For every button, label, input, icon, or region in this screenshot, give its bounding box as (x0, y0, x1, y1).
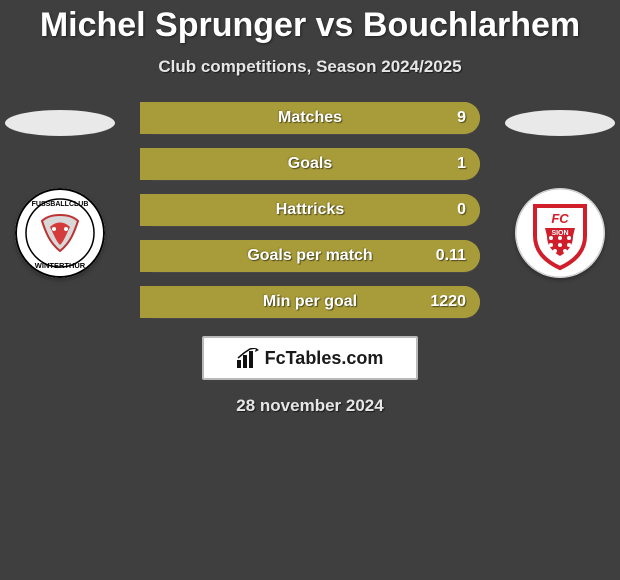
page-subtitle: Club competitions, Season 2024/2025 (158, 57, 461, 77)
brand-badge[interactable]: FcTables.com (202, 336, 418, 380)
player-right-column: FC SION (500, 102, 620, 278)
stat-label: Matches (278, 109, 342, 127)
bar-chart-icon (237, 348, 259, 368)
stat-value-right: 1220 (430, 293, 466, 311)
stat-value-right: 1 (457, 155, 466, 173)
stat-value-right: 9 (457, 109, 466, 127)
club-badge-right: FC SION (515, 188, 605, 278)
player-left-avatar-placeholder (5, 110, 115, 136)
page-title: Michel Sprunger vs Bouchlarhem (40, 6, 580, 45)
stat-label: Min per goal (263, 293, 357, 311)
stat-label: Goals per match (247, 247, 372, 265)
player-left-column: FUSSBALLCLUB WINTERTHUR (0, 102, 120, 278)
svg-text:WINTERTHUR: WINTERTHUR (35, 261, 86, 270)
stat-bar: Hattricks 0 (140, 194, 480, 226)
stat-bar: Goals per match 0.11 (140, 240, 480, 272)
stat-label: Hattricks (276, 201, 344, 219)
stat-bar: Matches 9 (140, 102, 480, 134)
stat-value-right: 0 (457, 201, 466, 219)
sion-crest-icon: FC SION (515, 188, 605, 278)
winterthur-crest-icon: FUSSBALLCLUB WINTERTHUR (15, 188, 105, 278)
brand-text: FcTables.com (265, 348, 384, 369)
date-line: 28 november 2024 (236, 396, 383, 416)
comparison-card: Michel Sprunger vs Bouchlarhem Club comp… (0, 0, 620, 580)
svg-text:SION: SION (551, 230, 568, 237)
svg-text:FC: FC (551, 211, 569, 226)
stats-column: Matches 9 Goals 1 Hattricks 0 Goals per match 0… (120, 102, 500, 318)
player-right-avatar-placeholder (505, 110, 615, 136)
club-badge-left: FUSSBALLCLUB WINTERTHUR (15, 188, 105, 278)
stat-value-right: 0.11 (436, 247, 466, 265)
stat-bar: Goals 1 (140, 148, 480, 180)
body-row: FUSSBALLCLUB WINTERTHUR Matches 9 Goals 1 Ha… (0, 102, 620, 318)
stat-label: Goals (288, 155, 332, 173)
stat-bar: Min per goal 1220 (140, 286, 480, 318)
svg-text:FUSSBALLCLUB: FUSSBALLCLUB (32, 201, 89, 208)
